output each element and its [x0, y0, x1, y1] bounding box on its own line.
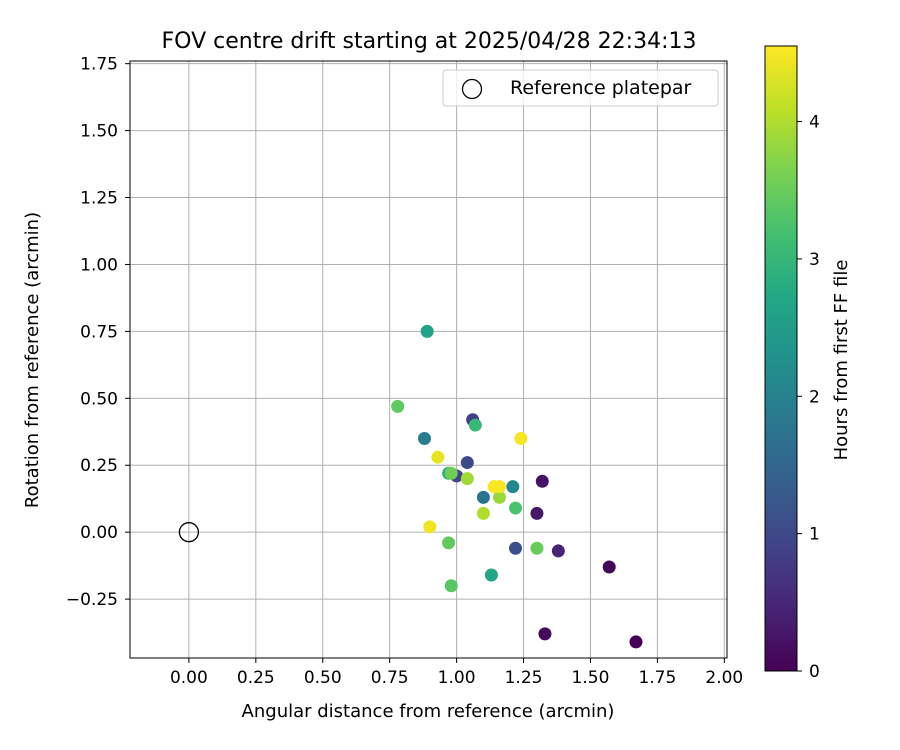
- data-point: [535, 474, 549, 488]
- data-point: [484, 568, 498, 582]
- x-tick-label: 0.00: [170, 668, 208, 688]
- y-tick-label: 0.25: [80, 456, 118, 476]
- y-tick-label: 1.75: [80, 55, 118, 75]
- colorbar: [764, 45, 798, 672]
- data-point: [476, 506, 490, 520]
- data-points: [391, 324, 643, 649]
- data-point: [509, 501, 523, 515]
- reference-marker: [178, 522, 200, 543]
- y-tick-label: 1.50: [80, 122, 118, 142]
- data-point: [509, 541, 523, 555]
- reference-marker-layer: [178, 522, 200, 543]
- colorbar-label: Hours from first FF file: [831, 260, 852, 461]
- y-tick-label: 0.00: [80, 523, 118, 543]
- data-point: [530, 506, 544, 520]
- y-axis-ticks: −0.25 0.00 0.25 0.50 0.75 1.00 1.25 1.50 1.75: [66, 55, 130, 610]
- colorbar-tick-label: 3: [809, 250, 820, 270]
- x-tick-label: 1.50: [572, 668, 610, 688]
- data-point: [514, 431, 528, 445]
- data-point: [391, 399, 405, 413]
- data-point: [538, 627, 552, 641]
- legend-box: [442, 69, 719, 107]
- data-point: [420, 324, 434, 338]
- plot-frame: [129, 60, 728, 659]
- y-tick-label: 0.75: [80, 322, 118, 342]
- y-tick-label: 1.00: [80, 255, 118, 275]
- data-point: [530, 541, 544, 555]
- y-tick-label: 1.25: [80, 189, 118, 209]
- grid: [130, 61, 727, 658]
- x-tick-label: 1.00: [438, 668, 476, 688]
- legend: Reference platepar: [442, 69, 719, 107]
- colorbar-tick-label: 4: [809, 113, 820, 133]
- data-point: [417, 431, 431, 445]
- data-point: [442, 536, 456, 550]
- data-point: [468, 418, 482, 432]
- x-axis-ticks: 0.00 0.25 0.50 0.75 1.00 1.25 1.50 1.75 2.00: [170, 658, 743, 688]
- data-point: [492, 480, 506, 494]
- data-point: [444, 466, 458, 480]
- x-tick-label: 1.25: [505, 668, 543, 688]
- colorbar-ticks: 0 1 2 3 4: [797, 113, 820, 682]
- legend-entry-label: Reference platepar: [510, 77, 692, 99]
- data-point: [460, 472, 474, 486]
- data-point: [431, 450, 445, 464]
- y-axis-label: Rotation from reference (arcmin): [22, 212, 43, 508]
- data-point: [551, 544, 565, 558]
- data-point: [506, 480, 520, 494]
- legend-marker: [461, 78, 483, 100]
- x-axis-label: Angular distance from reference (arcmin): [242, 701, 615, 722]
- data-point: [492, 490, 506, 504]
- data-point: [460, 456, 474, 470]
- x-tick-label: 2.00: [705, 668, 743, 688]
- data-point: [602, 560, 616, 574]
- colorbar-tick-label: 0: [809, 662, 820, 682]
- x-tick-label: 1.75: [638, 668, 676, 688]
- colorbar-tick-label: 1: [809, 525, 820, 545]
- x-tick-label: 0.50: [304, 668, 342, 688]
- chart-title: FOV centre drift starting at 2025/04/28 …: [162, 29, 697, 54]
- x-tick-label: 0.75: [371, 668, 409, 688]
- x-tick-label: 0.25: [237, 668, 275, 688]
- data-point: [423, 520, 437, 534]
- y-tick-label: −0.25: [66, 590, 118, 610]
- data-point: [444, 579, 458, 593]
- data-point: [629, 635, 643, 649]
- y-tick-label: 0.50: [80, 389, 118, 409]
- data-point: [476, 490, 490, 504]
- colorbar-tick-label: 2: [809, 387, 820, 407]
